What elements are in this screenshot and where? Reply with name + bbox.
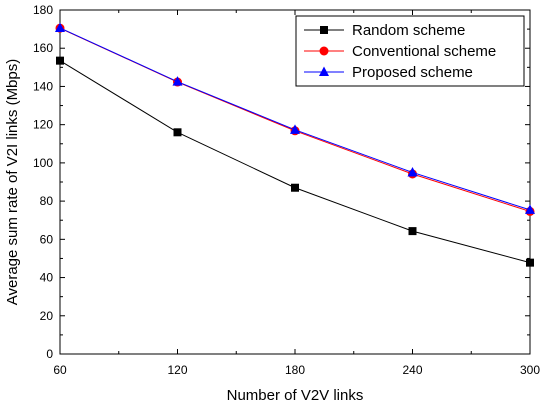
data-point-proposed-scheme bbox=[172, 76, 183, 86]
data-point-proposed-scheme bbox=[290, 124, 300, 134]
y-tick-label: 40 bbox=[40, 271, 54, 285]
y-tick-label: 180 bbox=[33, 3, 53, 17]
legend: Random scheme Conventional scheme Proposed… bbox=[295, 15, 525, 87]
data-point-proposed-scheme bbox=[525, 204, 535, 214]
legend-marker-conventional-scheme bbox=[319, 46, 329, 56]
data-point-random-scheme bbox=[291, 183, 299, 192]
data-point-proposed-scheme bbox=[55, 22, 65, 32]
x-tick-label: 120 bbox=[167, 363, 187, 377]
x-tick-label: 240 bbox=[402, 363, 422, 377]
y-tick-label: 0 bbox=[46, 347, 53, 361]
y-tick-label: 140 bbox=[33, 79, 53, 93]
x-tick-label: 60 bbox=[53, 363, 67, 377]
x-axis: 60 120 180 240 300 bbox=[53, 10, 540, 377]
legend-marker-proposed-scheme bbox=[319, 66, 329, 76]
legend-marker-random-scheme bbox=[320, 26, 328, 34]
data-point-random-scheme bbox=[173, 128, 182, 137]
data-point-random-scheme bbox=[526, 258, 534, 267]
x-axis-title: Number of V2V links bbox=[227, 387, 364, 404]
y-axis-title: Average sum rate of V2I links (Mbps) bbox=[4, 59, 21, 306]
x-tick-label: 180 bbox=[285, 363, 305, 377]
y-tick-label: 60 bbox=[40, 232, 54, 246]
data-point-random-scheme bbox=[408, 227, 417, 236]
series-random-scheme bbox=[56, 56, 534, 267]
series-proposed-scheme bbox=[55, 22, 535, 214]
x-tick-label: 300 bbox=[520, 363, 540, 377]
y-tick-label: 120 bbox=[33, 118, 53, 132]
legend-label-conventional-scheme: Conventional scheme bbox=[352, 43, 496, 60]
data-point-random-scheme bbox=[56, 56, 64, 65]
y-tick-label: 80 bbox=[40, 194, 54, 208]
y-tick-label: 20 bbox=[40, 309, 54, 323]
data-point-proposed-scheme bbox=[407, 166, 418, 177]
y-tick-label: 100 bbox=[33, 156, 53, 170]
series-layer bbox=[55, 22, 535, 267]
y-tick-label: 160 bbox=[33, 41, 53, 55]
y-axis: 0 20 40 60 80 100 120 140 160 180 bbox=[33, 3, 530, 361]
legend-label-proposed-scheme: Proposed scheme bbox=[352, 64, 473, 81]
legend-label-random-scheme: Random scheme bbox=[352, 22, 465, 39]
